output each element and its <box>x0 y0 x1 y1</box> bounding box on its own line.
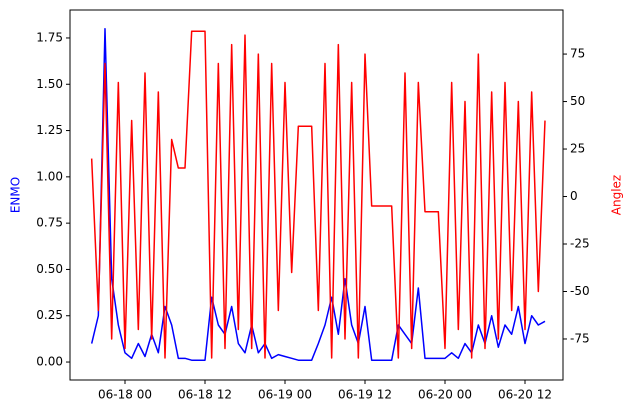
y-tick-label: 0.50 <box>36 262 63 276</box>
y-tick-label: 0.25 <box>36 308 63 322</box>
x-tick-label: 06-18 12 <box>178 388 232 402</box>
y2-axis-label: Anglez <box>610 175 624 215</box>
data-line <box>90 30 546 359</box>
y-tick-label: 1.75 <box>36 30 63 44</box>
y2-tick-label: 50 <box>570 94 585 108</box>
y2-tick-label: 25 <box>570 142 585 156</box>
x-tick-label: 06-20 00 <box>418 388 472 402</box>
y-tick-label: 0.00 <box>36 355 63 369</box>
y2-tick-label: -75 <box>570 331 590 345</box>
y-tick-label: 1.50 <box>36 77 63 91</box>
y2-tick-label: -50 <box>570 284 590 298</box>
x-tick-label: 06-19 12 <box>338 388 392 402</box>
y2-tick-label: -25 <box>570 237 590 251</box>
y-axis-label: ENMO <box>9 177 23 213</box>
y2-tick-label: 0 <box>570 189 578 203</box>
data-line <box>90 27 546 361</box>
y-tick-label: 1.00 <box>36 169 63 183</box>
y-tick-label: 1.25 <box>36 123 63 137</box>
x-tick-label: 06-20 12 <box>498 388 552 402</box>
plot-frame <box>69 9 564 381</box>
y2-tick-label: 75 <box>570 47 585 61</box>
x-tick-label: 06-18 00 <box>98 388 152 402</box>
y-tick-label: 0.75 <box>36 216 63 230</box>
x-tick-label: 06-19 00 <box>258 388 312 402</box>
